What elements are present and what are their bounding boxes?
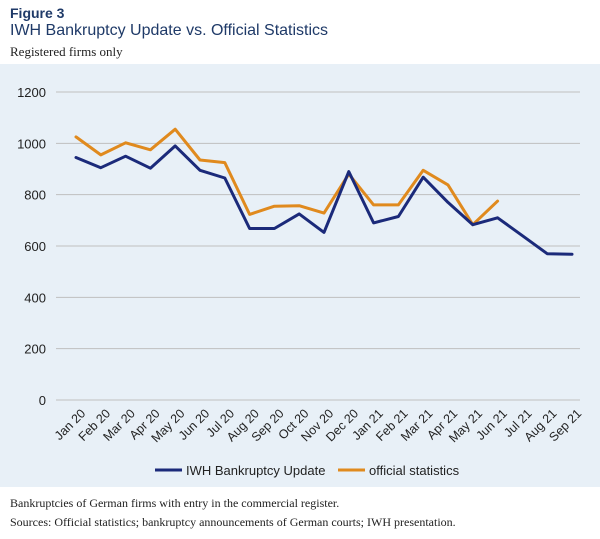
y-tick-label: 600 — [24, 239, 46, 254]
figure-subtitle: Registered firms only — [10, 44, 123, 59]
series-line-official — [74, 127, 500, 227]
chart-panel: 0 200 400 600 800 1000 1200 Jan 20 Feb 20 Mar 20 A… — [0, 64, 600, 487]
figure-footer: Bankruptcies of German firms with entry … — [10, 494, 595, 532]
footer-sources: Sources: Official statistics; bankruptcy… — [10, 515, 456, 529]
y-tick-label: 400 — [24, 290, 46, 305]
y-tick-label: 1000 — [17, 136, 46, 151]
figure-title: IWH Bankruptcy Update vs. Official Stati… — [10, 22, 329, 39]
y-tick-label: 800 — [24, 188, 46, 203]
legend-label-1: official statistics — [369, 463, 460, 478]
figure-header: Figure 3 IWH Bankruptcy Update vs. Offic… — [0, 0, 600, 64]
footer-note: Bankruptcies of German firms with entry … — [10, 496, 340, 510]
y-tick-label: 1200 — [17, 85, 46, 100]
legend-label-0: IWH Bankruptcy Update — [186, 463, 325, 478]
y-tick-label: 200 — [24, 342, 46, 357]
y-tick-label: 0 — [39, 393, 46, 408]
figure-label: Figure 3 — [10, 5, 65, 21]
series-line-iwh — [74, 144, 574, 256]
